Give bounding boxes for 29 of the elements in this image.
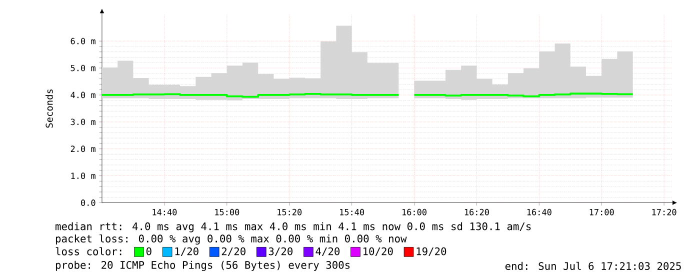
- legend-title: loss color:: [56, 247, 122, 256]
- legend-label: 19/20: [416, 247, 446, 256]
- legend-label: 1/20: [175, 247, 198, 256]
- text: probe: 20 ICMP Echo Pings (56 Bytes) every 300s: [56, 260, 350, 271]
- text: packet loss: 0.00 % avg 0.00 % max 0.00 % min 0.00 % now: [56, 234, 407, 245]
- y-axis-title: Seconds: [46, 89, 53, 128]
- legend-label: 2/20: [222, 247, 246, 256]
- y-tick-label: 4.0 m: [70, 92, 96, 98]
- y-tick-label: 0.0: [81, 199, 96, 206]
- x-tick-label: 16:40: [527, 208, 552, 216]
- x-tick-label: 17:00: [590, 208, 614, 216]
- x-tick-label: 15:00: [215, 208, 240, 216]
- x-tick-label: 16:00: [402, 208, 426, 216]
- legend-label: 0: [146, 247, 152, 256]
- legend-label: 10/20: [364, 247, 393, 256]
- legend-label: 4/20: [316, 247, 340, 256]
- y-tick-label: 2.0 m: [70, 146, 96, 152]
- y-tick-label: 5.0 m: [70, 64, 96, 72]
- x-tick-label: 17:20: [652, 208, 676, 216]
- y-tick-label: 6.0 m: [70, 38, 96, 44]
- x-tick-label: 15:20: [278, 208, 302, 216]
- text: end: Sun Jul 6 17:21:03 2025: [505, 262, 681, 270]
- legend-label: 3/20: [268, 247, 292, 256]
- y-tick-label: 1.0 m: [71, 172, 96, 179]
- y-tick-label: 3.0 m: [70, 118, 96, 126]
- x-tick-label: 16:20: [464, 208, 489, 216]
- text: median rtt: 4.0 ms avg 4.1 ms max 4.0 ms min 4.1 ms now 0.0 ms sd 130.1 am/s: [56, 222, 531, 232]
- x-tick-label: 14:40: [152, 208, 177, 216]
- x-tick-label: 15:40: [340, 208, 364, 216]
